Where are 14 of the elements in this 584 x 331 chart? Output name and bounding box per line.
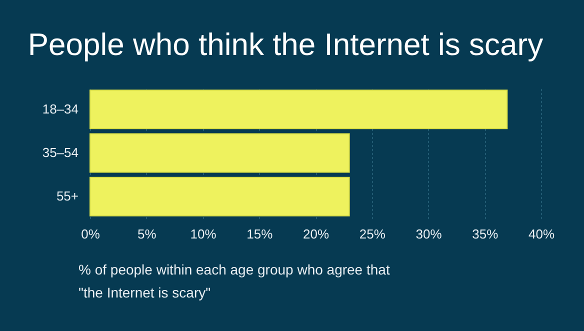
x-tick-label: 0%	[81, 226, 100, 242]
x-tick-label: 15%	[246, 226, 274, 242]
chart-title: People who think the Internet is scary	[28, 27, 544, 62]
x-tick-label: 20%	[302, 226, 330, 242]
x-tick-label: 35%	[472, 226, 499, 242]
x-tick-label: 40%	[528, 226, 555, 242]
x-tick-label: 10%	[190, 226, 217, 242]
x-tick-label: 30%	[416, 226, 442, 242]
y-tick-label: 35–54	[42, 145, 78, 160]
y-tick-label: 55+	[56, 188, 78, 204]
x-tick-label: 5%	[137, 226, 157, 242]
x-axis-title: % of people within each age group who agree that "the Internet is scary"	[78, 262, 390, 300]
x-tick-label: 25%	[359, 226, 386, 242]
y-tick-label: 18–34	[42, 101, 78, 116]
